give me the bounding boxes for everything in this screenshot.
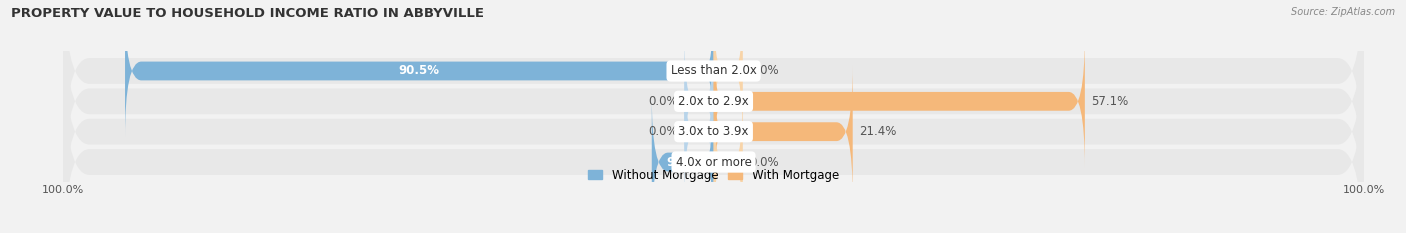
Text: 0.0%: 0.0% <box>749 65 779 78</box>
Text: 21.4%: 21.4% <box>859 125 897 138</box>
Text: 0.0%: 0.0% <box>648 95 678 108</box>
FancyBboxPatch shape <box>652 96 713 229</box>
Text: 4.0x or more: 4.0x or more <box>676 155 751 168</box>
Text: 3.0x to 3.9x: 3.0x to 3.9x <box>678 125 749 138</box>
FancyBboxPatch shape <box>713 35 1085 168</box>
Text: PROPERTY VALUE TO HOUSEHOLD INCOME RATIO IN ABBYVILLE: PROPERTY VALUE TO HOUSEHOLD INCOME RATIO… <box>11 7 484 20</box>
FancyBboxPatch shape <box>713 65 852 198</box>
Text: 2.0x to 2.9x: 2.0x to 2.9x <box>678 95 749 108</box>
FancyBboxPatch shape <box>713 96 742 229</box>
Text: 0.0%: 0.0% <box>749 155 779 168</box>
Text: Source: ZipAtlas.com: Source: ZipAtlas.com <box>1291 7 1395 17</box>
FancyBboxPatch shape <box>63 0 1364 179</box>
FancyBboxPatch shape <box>685 65 713 198</box>
Text: 0.0%: 0.0% <box>648 125 678 138</box>
Text: 9.5%: 9.5% <box>666 155 699 168</box>
FancyBboxPatch shape <box>125 4 713 137</box>
FancyBboxPatch shape <box>685 35 713 168</box>
Text: 57.1%: 57.1% <box>1091 95 1129 108</box>
Legend: Without Mortgage, With Mortgage: Without Mortgage, With Mortgage <box>583 164 844 186</box>
Text: 90.5%: 90.5% <box>399 65 440 78</box>
FancyBboxPatch shape <box>63 54 1364 233</box>
FancyBboxPatch shape <box>713 4 742 137</box>
FancyBboxPatch shape <box>63 23 1364 233</box>
Text: Less than 2.0x: Less than 2.0x <box>671 65 756 78</box>
FancyBboxPatch shape <box>63 0 1364 210</box>
